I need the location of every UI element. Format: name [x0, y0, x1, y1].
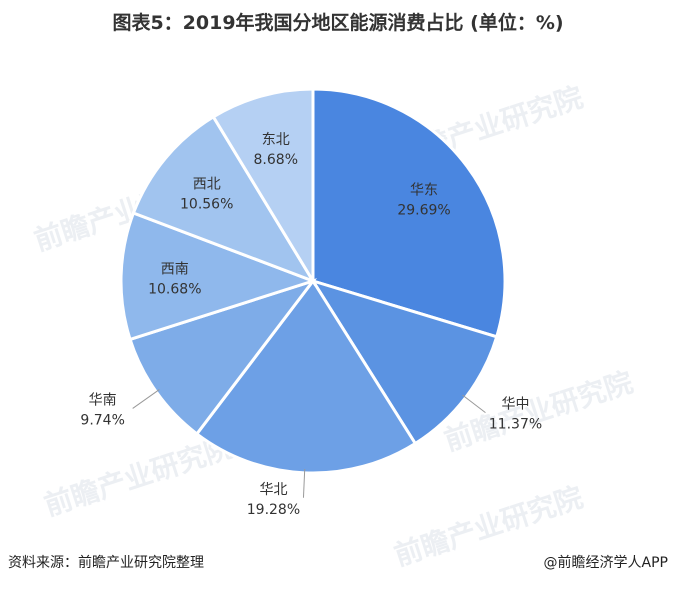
- slice-value-label: 29.69%: [397, 203, 450, 219]
- slice-name-label: 西北: [193, 177, 221, 193]
- pie-slice-华东: [311, 87, 507, 339]
- chart-title: 图表5：2019年我国分地区能源消费占比 (单位：%): [112, 12, 564, 34]
- slice-name-label: 华南: [89, 392, 117, 408]
- slice-value-label: 9.74%: [80, 412, 124, 428]
- slice-name-label: 华北: [259, 482, 287, 498]
- slice-value-label: 8.68%: [254, 152, 298, 168]
- slice-name-label: 西南: [161, 261, 189, 277]
- pie-slice-西南: [119, 211, 318, 342]
- leader-line: [132, 389, 160, 409]
- slice-name-label: 华东: [410, 183, 438, 199]
- leader-line: [302, 468, 306, 498]
- pie-chart: 华东 29.69% 华中 11.37% 华北 19.28% 华南 9.74% 西南 10.68% 西…: [80, 87, 542, 518]
- slice-value-label: 11.37%: [489, 417, 542, 433]
- slice-name-label: 华中: [501, 397, 529, 413]
- pie-slice-东北: [211, 87, 315, 287]
- source-note: 资料来源：前瞻产业研究院整理: [8, 555, 204, 571]
- brand-label: @前瞻经济学人APP: [543, 555, 668, 571]
- slice-value-label: 10.68%: [148, 281, 201, 297]
- slice-name-label: 东北: [262, 132, 290, 148]
- pie-slice-西北: [131, 114, 317, 284]
- slice-value-label: 19.28%: [247, 502, 300, 518]
- slice-value-label: 10.56%: [180, 197, 233, 213]
- leader-line: [462, 394, 486, 414]
